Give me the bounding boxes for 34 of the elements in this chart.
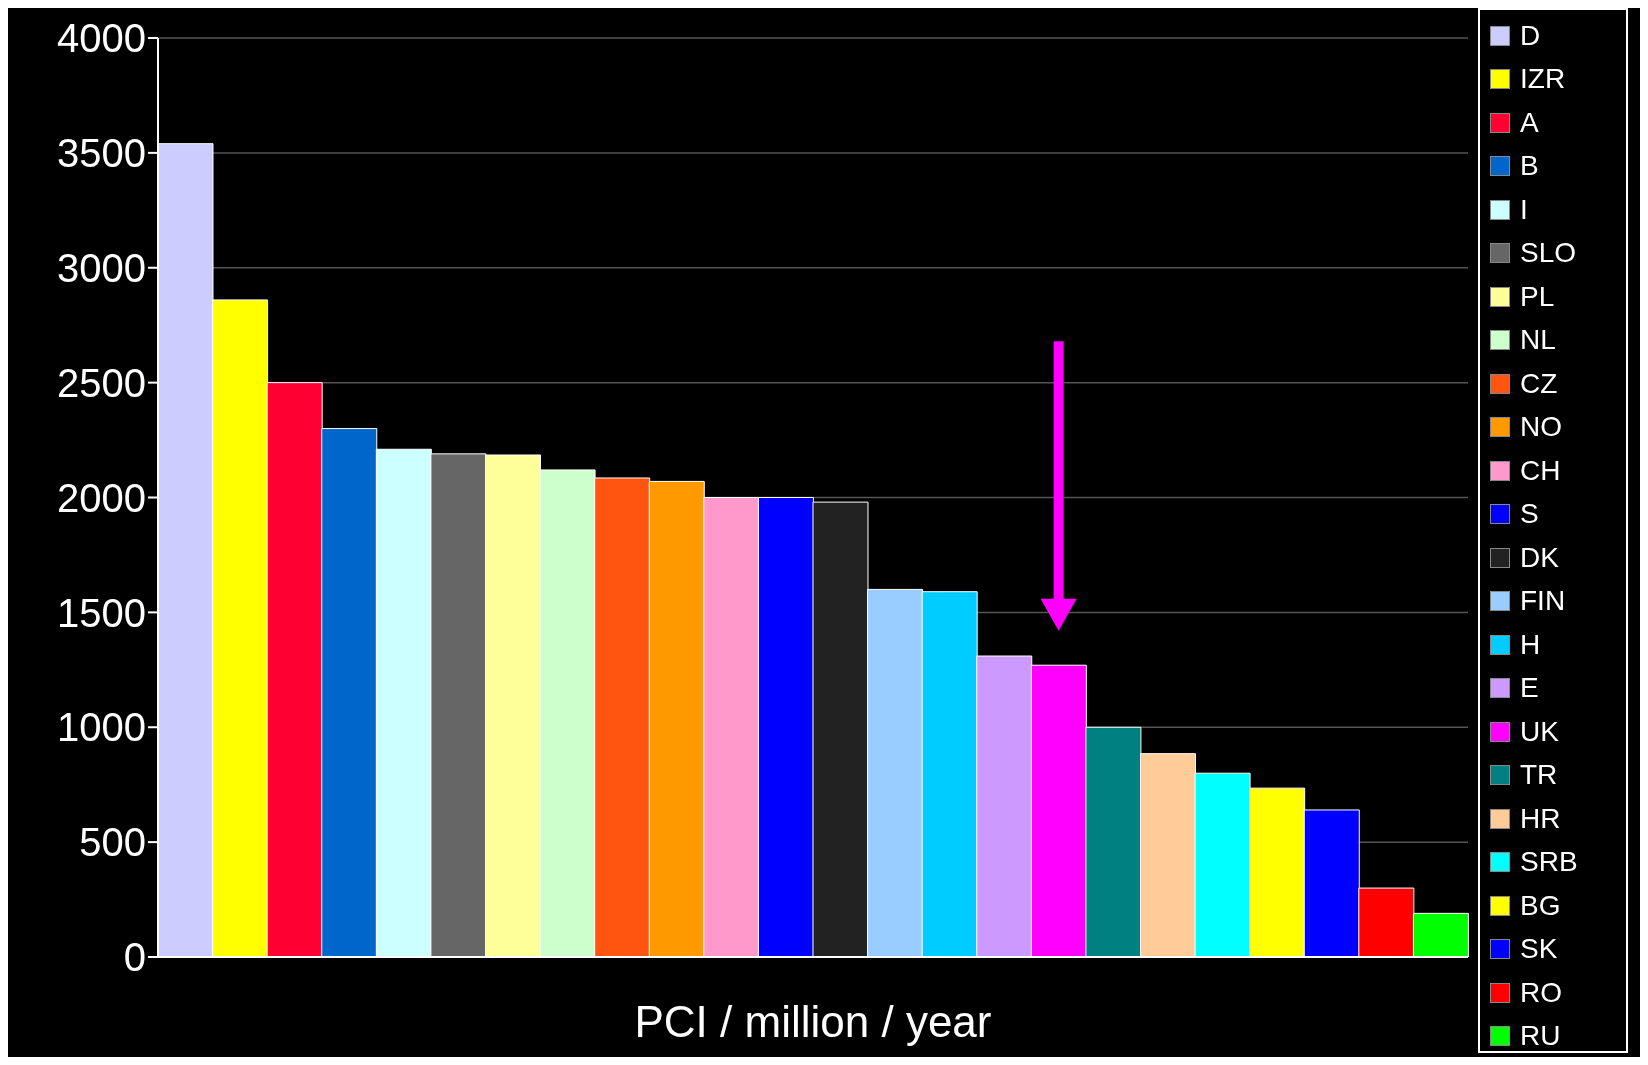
legend-label: IZR xyxy=(1520,63,1566,96)
legend-label: S xyxy=(1520,498,1539,531)
y-tick-label: 4000 xyxy=(57,16,146,61)
y-tick-label: 500 xyxy=(79,820,146,865)
legend-label: D xyxy=(1520,19,1541,52)
legend-label: DK xyxy=(1520,541,1559,574)
legend-label: E xyxy=(1520,672,1539,705)
x-axis-title: PCI / million / year xyxy=(634,997,992,1046)
legend-label: RU xyxy=(1520,1020,1561,1053)
legend-label: PL xyxy=(1520,280,1555,313)
y-tick-label: 1000 xyxy=(57,705,146,750)
legend-label: CZ xyxy=(1520,367,1558,400)
legend-label: RO xyxy=(1520,976,1562,1009)
legend-label: NO xyxy=(1520,411,1562,444)
y-tick-label: 0 xyxy=(123,935,146,980)
legend-label: I xyxy=(1520,193,1528,226)
legend-label: UK xyxy=(1520,715,1559,748)
legend-label: B xyxy=(1520,150,1539,183)
y-tick-label: 1500 xyxy=(57,590,146,635)
y-tick-label: 2500 xyxy=(57,360,146,405)
legend-label: SK xyxy=(1520,933,1558,966)
legend-label: CH xyxy=(1520,454,1561,487)
legend-label: NL xyxy=(1520,324,1556,357)
legend-label: A xyxy=(1520,106,1539,139)
legend-label: H xyxy=(1520,628,1541,661)
legend-label: HR xyxy=(1520,802,1561,835)
legend-label: BG xyxy=(1520,889,1561,922)
legend-label: SRB xyxy=(1520,846,1578,879)
legend-label: TR xyxy=(1520,759,1558,792)
y-tick-label: 3000 xyxy=(57,245,146,290)
legend-label: FIN xyxy=(1520,585,1566,618)
legend-label: SLO xyxy=(1520,237,1577,270)
y-tick-label: 2000 xyxy=(57,475,146,520)
y-tick-label: 3500 xyxy=(57,131,146,176)
